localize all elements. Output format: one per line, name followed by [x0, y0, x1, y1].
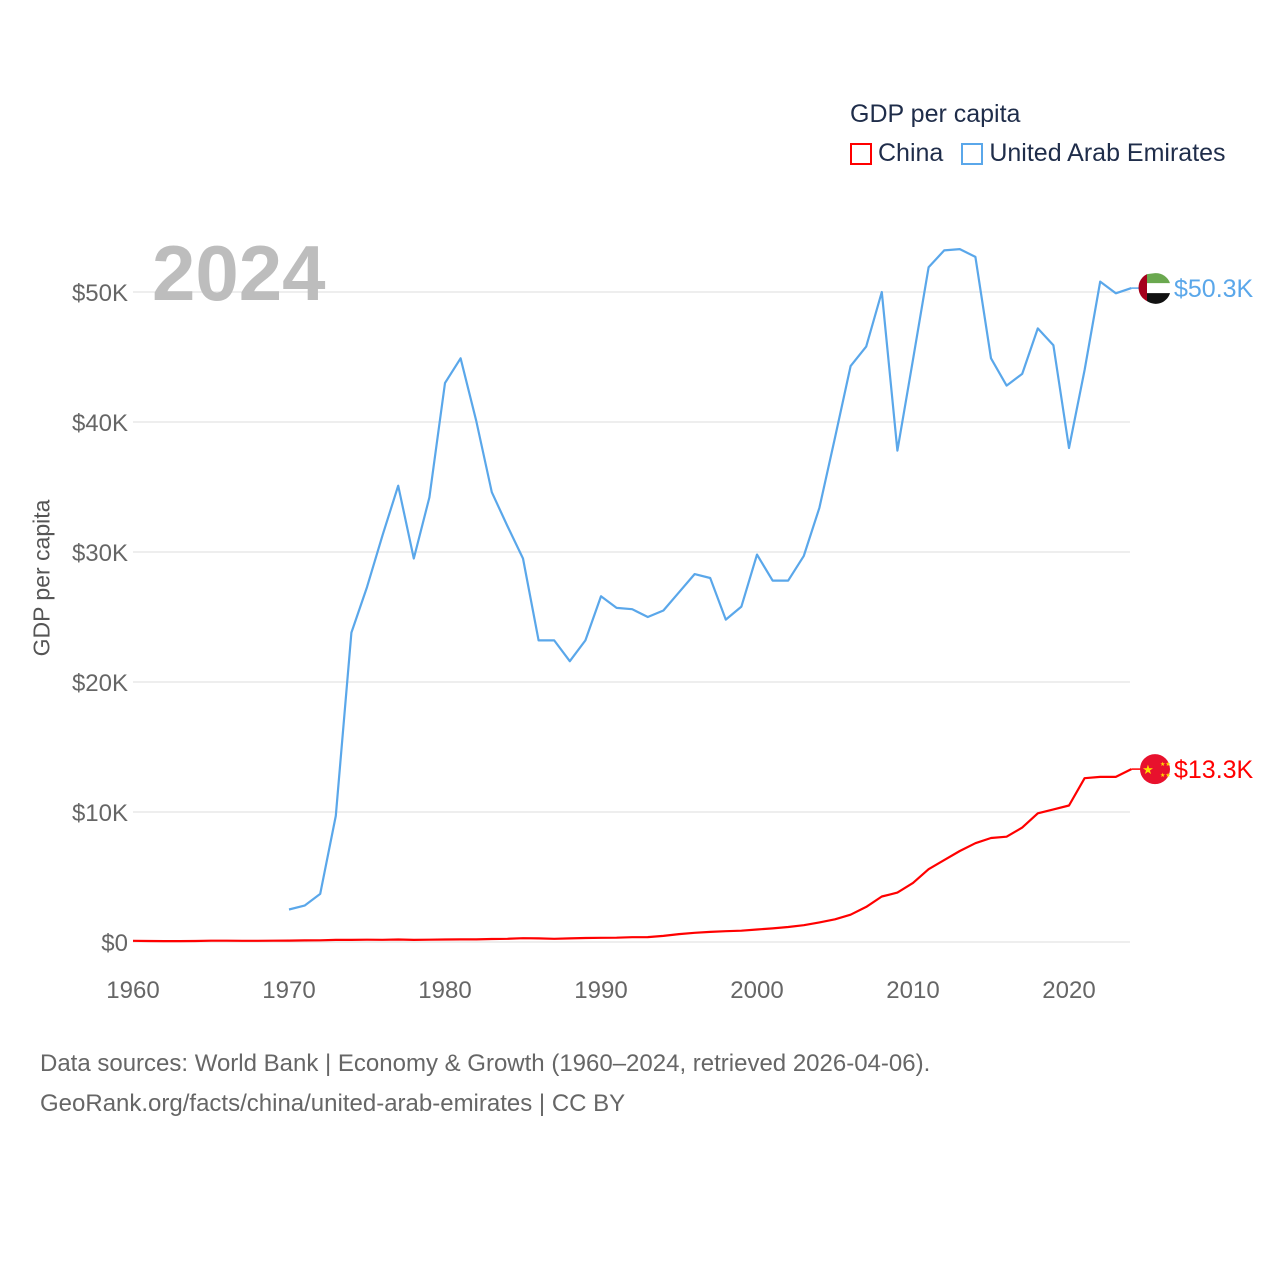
x-tick-label: 1960 — [106, 977, 159, 1004]
year-label: 2024 — [152, 229, 326, 317]
flag-stripe — [1147, 273, 1170, 284]
end-value-label: $50.3K — [1174, 275, 1254, 303]
legend-item-uae[interactable]: United Arab Emirates — [961, 139, 1226, 168]
y-tick-label: $50K — [72, 280, 128, 307]
flag-stripe — [1138, 274, 1147, 302]
legend-title: GDP per capita — [850, 100, 1021, 128]
footer-link[interactable]: GeoRank.org/facts/china/united-arab-emir… — [40, 1090, 626, 1117]
legend-label: United Arab Emirates — [989, 139, 1226, 167]
y-axis-label: GDP per capita — [28, 499, 55, 657]
x-tick-label: 2020 — [1042, 977, 1095, 1004]
series-line-uae — [288, 248, 1132, 911]
y-tick-label: $30K — [72, 540, 128, 567]
x-tick-label: 1970 — [262, 977, 315, 1004]
series-line-china — [132, 768, 1132, 943]
legend-swatch — [850, 142, 872, 165]
x-tick-label: 1980 — [418, 977, 471, 1004]
footer: Data sources: World Bank | Economy & Gro… — [40, 1044, 930, 1124]
legend-item-china[interactable]: China — [850, 139, 943, 168]
flag-star: ★★ — [1160, 761, 1171, 768]
legend-swatch — [961, 142, 984, 165]
y-tick-label: $0 — [101, 930, 128, 957]
y-tick-label: $40K — [72, 410, 128, 437]
end-value-label: $13.3K — [1174, 756, 1254, 784]
footer-sources: Data sources: World Bank | Economy & Gro… — [40, 1050, 931, 1077]
y-tick-label: $10K — [72, 800, 128, 827]
flag-star: ★ — [1142, 762, 1154, 777]
y-tick-label: $20K — [72, 670, 128, 697]
flag-stripe — [1147, 293, 1170, 304]
china-flag-icon — [1140, 754, 1170, 785]
flag-star: ★★ — [1160, 772, 1171, 779]
x-tick-label: 2010 — [886, 977, 939, 1004]
x-tick-label: 1990 — [574, 977, 627, 1004]
legend-label: China — [878, 139, 944, 167]
legend: GDP per capita China United Arab Emirate… — [850, 100, 1226, 168]
x-tick-label: 2000 — [730, 977, 783, 1004]
